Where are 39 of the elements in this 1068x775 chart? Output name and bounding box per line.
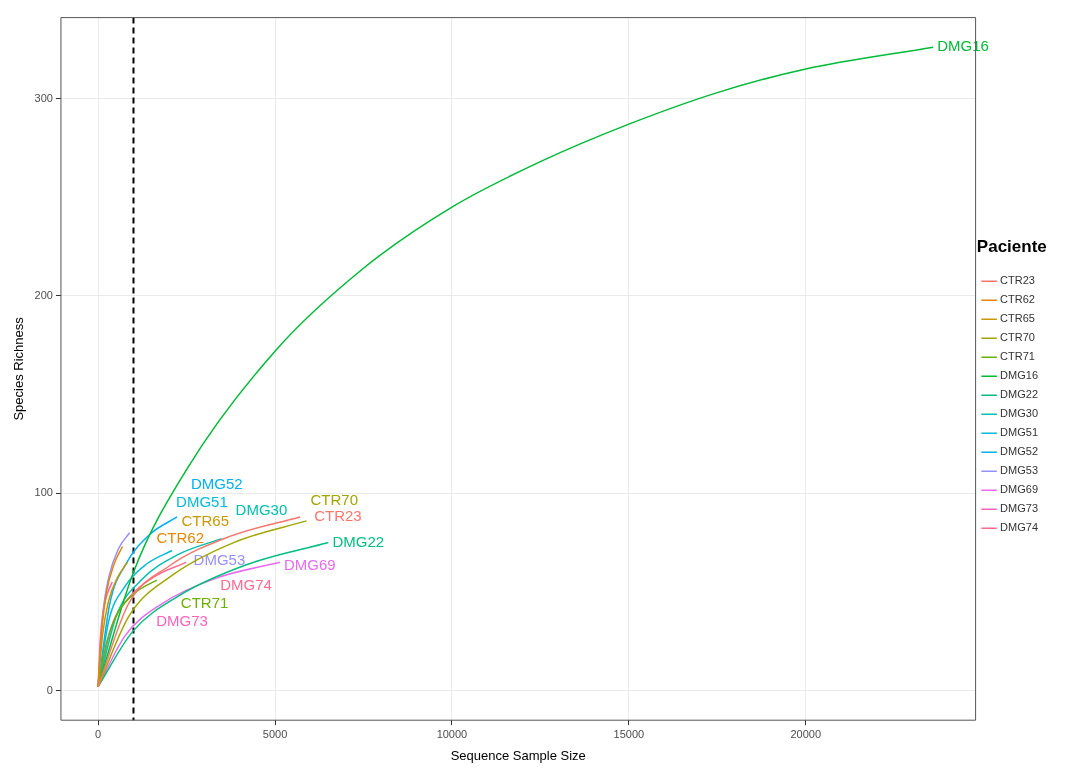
- y-tick-label: 100: [34, 486, 53, 499]
- legend-label: CTR70: [1000, 331, 1035, 344]
- legend-label: CTR71: [1000, 350, 1035, 363]
- text: CTR71: [180, 594, 229, 612]
- y-axis-title: Species Richness: [11, 316, 27, 421]
- text: DMG52: [191, 475, 243, 493]
- text: CTR62: [156, 528, 205, 546]
- text: DMG22: [332, 532, 385, 550]
- legend-label: DMG22: [1000, 388, 1039, 401]
- legend-label: DMG16: [1000, 369, 1039, 382]
- text: DMG69: [283, 556, 336, 574]
- x-tick-label: 5000: [262, 727, 288, 740]
- legend-label: DMG52: [1000, 445, 1039, 458]
- legend-label: DMG73: [1000, 502, 1039, 515]
- text: DMG51: [176, 492, 228, 510]
- text: CTR65: [181, 512, 229, 530]
- text: CTR70: [310, 491, 359, 509]
- legend-label: DMG53: [1000, 464, 1039, 477]
- legend-label: DMG69: [1000, 483, 1039, 496]
- legend-label: DMG51: [1000, 426, 1039, 439]
- y-tick-label: 0: [46, 683, 53, 696]
- text: DMG74: [220, 576, 272, 594]
- x-tick-label: 20000: [790, 727, 822, 740]
- x-tick-label: 0: [95, 727, 102, 740]
- legend-label: CTR65: [1000, 312, 1035, 325]
- text: DMG53: [193, 550, 246, 568]
- legend-title: Paciente: [976, 237, 1047, 257]
- x-tick-label: 10000: [436, 727, 468, 740]
- y-tick-label: 300: [34, 91, 53, 104]
- text: DMG30: [235, 500, 288, 518]
- x-axis-title: Sequence Sample Size: [450, 747, 586, 763]
- legend-label: CTR62: [1000, 293, 1035, 306]
- legend-label: CTR23: [1000, 274, 1035, 287]
- x-tick-label: 15000: [613, 727, 645, 740]
- text: DMG73: [156, 612, 208, 630]
- text: CTR23: [314, 507, 362, 525]
- legend-label: DMG74: [1000, 521, 1039, 534]
- legend-label: DMG30: [1000, 407, 1039, 420]
- y-tick-label: 200: [34, 288, 53, 301]
